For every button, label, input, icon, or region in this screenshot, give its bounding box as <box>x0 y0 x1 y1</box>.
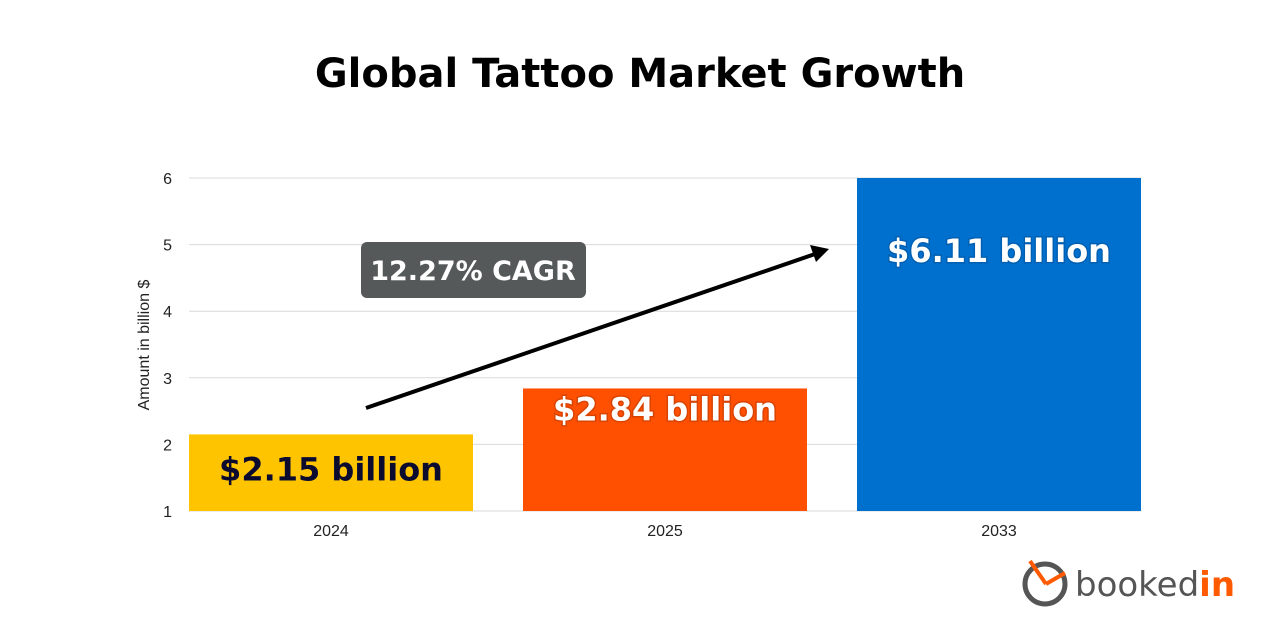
y-ticks: 1 2 3 4 5 6 <box>163 171 172 521</box>
cagr-text: 12.27% CAGR <box>370 256 576 287</box>
y-tick-label: 4 <box>163 304 172 321</box>
x-tick-label: 2025 <box>647 523 683 540</box>
y-tick-label: 6 <box>163 171 172 188</box>
x-tick-label: 2024 <box>313 523 349 540</box>
y-axis-label: Amount in billion $ <box>136 280 153 411</box>
y-tick-label: 3 <box>163 371 172 388</box>
x-tick-label: 2033 <box>981 523 1017 540</box>
svg-text:bookedin: bookedin <box>1075 565 1235 605</box>
cagr-badge <box>361 242 586 298</box>
y-tick-label: 2 <box>163 437 172 454</box>
data-label: $2.15 billion <box>219 450 443 488</box>
logo-text-booked: booked <box>1075 565 1199 605</box>
y-tick-label: 5 <box>163 238 172 255</box>
data-labels: $2.15 billion $2.84 billion $6.11 billion <box>219 231 1112 489</box>
bar-2033 <box>857 178 1141 511</box>
data-label: $6.11 billion <box>887 232 1111 270</box>
y-tick-label: 1 <box>163 504 172 521</box>
bar-2024 <box>189 434 473 511</box>
arrow-line <box>365 251 819 410</box>
bars <box>189 178 1141 511</box>
growth-arrow <box>365 245 829 410</box>
x-ticks: 2024 2025 2033 <box>313 523 1017 540</box>
arrow-head-icon <box>810 245 829 262</box>
logo-text-in: in <box>1199 565 1235 605</box>
chart-title: Global Tattoo Market Growth <box>315 51 965 97</box>
bookedin-logo: bookedin <box>1022 559 1235 607</box>
bar-2025 <box>523 388 807 511</box>
cagr-annotation: 12.27% CAGR <box>361 242 586 298</box>
data-label: $2.84 billion <box>553 391 777 429</box>
